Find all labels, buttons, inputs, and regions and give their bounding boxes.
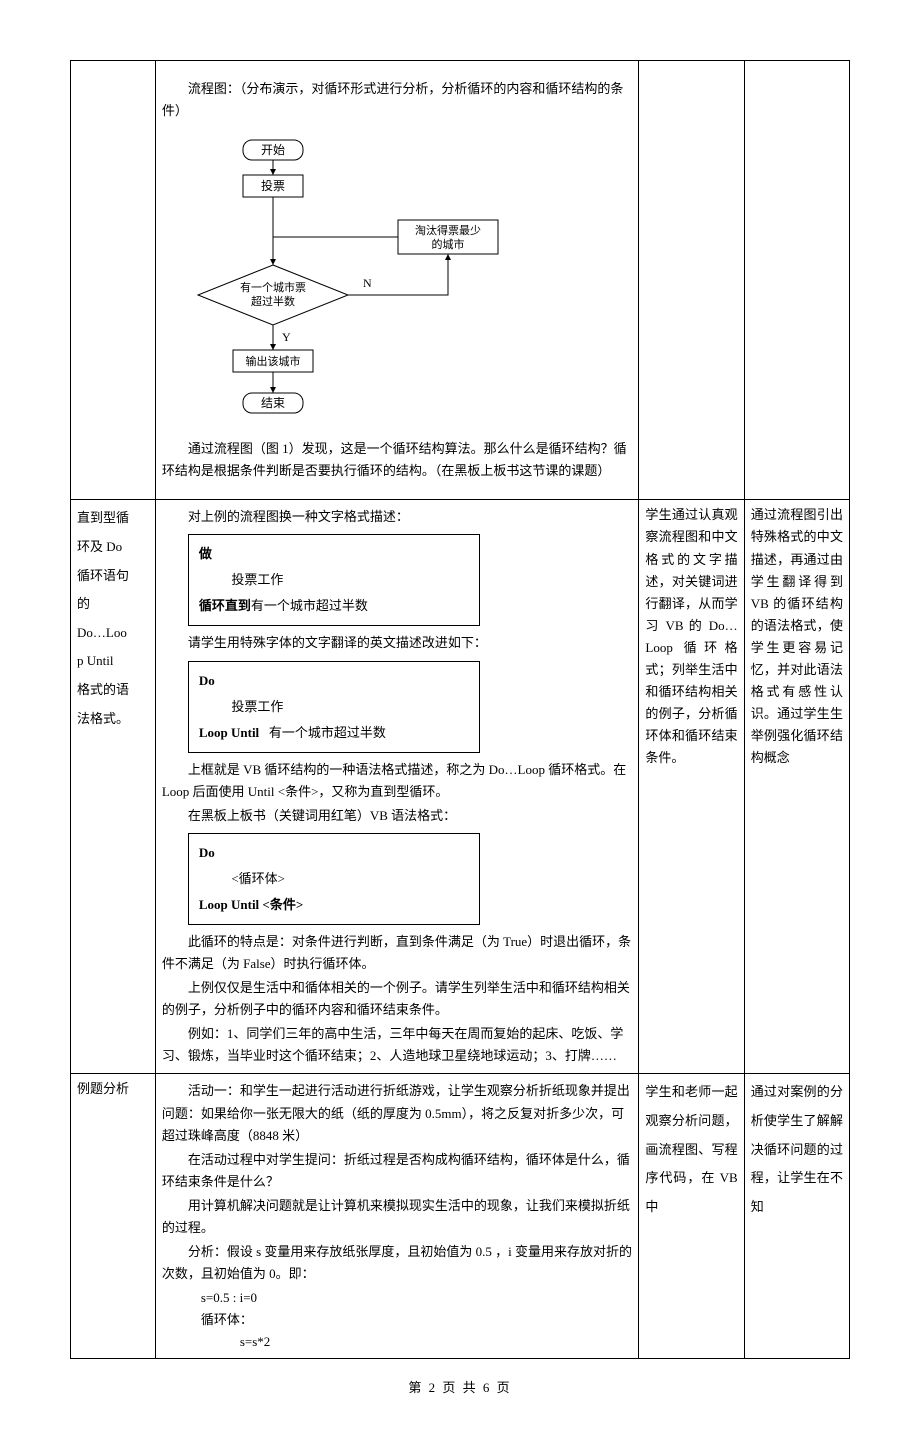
r2c1-l3: 循环语句 <box>77 568 129 583</box>
r2c1-l1: 直到型循 <box>77 510 129 525</box>
flow-start: 开始 <box>261 143 285 157</box>
r3-p2: 在活动过程中对学生提问：折纸过程是否构成构循环结构，循环体是什么，循环结束条件是… <box>162 1149 633 1193</box>
code-box-en: Do 投票工作 Loop Until 有一个城市超过半数 <box>188 661 480 753</box>
row3-col3: 学生和老师一起观察分析问题，画流程图、写程序代码，在 VB 中 <box>639 1074 744 1358</box>
box2-l3: Loop Until 有一个城市超过半数 <box>199 720 469 746</box>
r2-p6: 上例仅仅是生活中和循体相关的一个例子。请学生列举生活中和循环结构相关的例子，分析… <box>162 977 633 1021</box>
flow-elim2: 的城市 <box>431 237 464 251</box>
r2-p5: 此循环的特点是：对条件进行判断，直到条件满足（为 True）时退出循环，条件不满… <box>162 931 633 975</box>
box1-l3s: 有一个城市超过半数 <box>251 598 368 613</box>
row1-col2: 流程图：（分布演示，对循环形式进行分析，分析循环的内容和循环结构的条件） 开始 … <box>155 61 639 500</box>
r2-p2: 请学生用特殊字体的文字翻译的英文描述改进如下： <box>162 632 633 654</box>
r3-c1: s=0.5 : i=0 <box>162 1287 633 1309</box>
flow-dec2: 超过半数 <box>251 294 295 308</box>
box3-l2: <循环体> <box>199 866 469 892</box>
r3-p3: 用计算机解决问题就是让计算机来模拟现实生活中的现象，让我们来模拟折纸的过程。 <box>162 1195 633 1239</box>
row1-intro: 流程图：（分布演示，对循环形式进行分析，分析循环的内容和循环结构的条件） <box>162 78 633 122</box>
code-box-syntax: Do <循环体> Loop Until <条件> <box>188 833 480 925</box>
r2c1-l8: 法格式。 <box>77 711 129 726</box>
row2-col4: 通过流程图引出特殊格式的中文描述，再通过由学生翻译得到 VB 的循环结构的语法格… <box>744 500 849 1074</box>
r2-p1: 对上例的流程图换一种文字格式描述： <box>162 506 633 528</box>
row1-col4 <box>744 61 849 500</box>
row1-explain: 通过流程图（图 1）发现，这是一个循环结构算法。那么什么是循环结构？循环结构是根… <box>162 438 633 482</box>
r2c1-l5: Do…Loo <box>77 625 127 640</box>
r3-c3: s=s*2 <box>162 1331 633 1353</box>
r2-p3: 上框就是 VB 循环结构的一种语法格式描述，称之为 Do…Loop 循环格式。在… <box>162 759 633 803</box>
flow-no: N <box>363 276 372 290</box>
r2c1-l7: 格式的语 <box>77 682 129 697</box>
flow-vote: 投票 <box>261 178 285 193</box>
box3-l3: Loop Until <条件> <box>199 892 469 918</box>
box3-l1: Do <box>199 840 469 866</box>
box2-l2: 投票工作 <box>199 694 469 720</box>
r3-p1: 活动一：和学生一起进行活动进行折纸游戏，让学生观察分析折纸现象并提出问题：如果给… <box>162 1080 633 1146</box>
box2-l3p: Loop Until <box>199 725 259 740</box>
r2-p4: 在黑板上板书（关键词用红笔）VB 语法格式： <box>162 805 633 827</box>
r3-p4: 分析：假设 s 变量用来存放纸张厚度，且初始值为 0.5 ，i 变量用来存放对折… <box>162 1241 633 1285</box>
code-box-cn: 做 投票工作 循环直到有一个城市超过半数 <box>188 534 480 626</box>
flow-yes: Y <box>282 330 291 344</box>
r2c1-l4: 的 <box>77 596 90 611</box>
flow-end: 结束 <box>261 396 285 410</box>
row3-col4: 通过对案例的分析使学生了解解决循环问题的过程，让学生在不知 <box>744 1074 849 1358</box>
row2-col3: 学生通过认真观察流程图和中文格式的文字描述，对关键词进行翻译，从而学习 VB 的… <box>639 500 744 1074</box>
box2-l1: Do <box>199 668 469 694</box>
r3-c2: 循环体： <box>162 1309 633 1331</box>
r2-p7: 例如：1、同学们三年的高中生活，三年中每天在周而复始的起床、吃饭、学习、锻炼，当… <box>162 1023 633 1067</box>
lesson-plan-table: 流程图：（分布演示，对循环形式进行分析，分析循环的内容和循环结构的条件） 开始 … <box>70 60 850 1359</box>
flow-elim1: 淘汰得票最少 <box>415 223 481 237</box>
box2-l3s: 有一个城市超过半数 <box>269 725 386 740</box>
box1-l2: 投票工作 <box>199 567 469 593</box>
r2c1-l2: 环及 Do <box>77 539 122 554</box>
box1-l3: 循环直到有一个城市超过半数 <box>199 593 469 619</box>
row3-col1: 例题分析 <box>71 1074 156 1358</box>
flow-dec1: 有一个城市票 <box>240 280 306 294</box>
row2-col2: 对上例的流程图换一种文字格式描述： 做 投票工作 循环直到有一个城市超过半数 请… <box>155 500 639 1074</box>
box1-l1: 做 <box>199 541 469 567</box>
page-footer: 第 2 页 共 6 页 <box>70 1377 850 1396</box>
row3-col2: 活动一：和学生一起进行活动进行折纸游戏，让学生观察分析折纸现象并提出问题：如果给… <box>155 1074 639 1358</box>
row1-col3 <box>639 61 744 500</box>
row1-col1 <box>71 61 156 500</box>
row2-col1: 直到型循 环及 Do 循环语句 的 Do…Loo p Until 格式的语 法格… <box>71 500 156 1074</box>
flowchart: 开始 投票 淘汰得票最少 的城市 有一个城市票 超过半数 N Y 输出该城市 结… <box>188 135 528 425</box>
box1-l3p: 循环直到 <box>199 598 251 613</box>
r2c1-l6: p Until <box>77 653 113 668</box>
flow-output: 输出该城市 <box>245 354 300 368</box>
